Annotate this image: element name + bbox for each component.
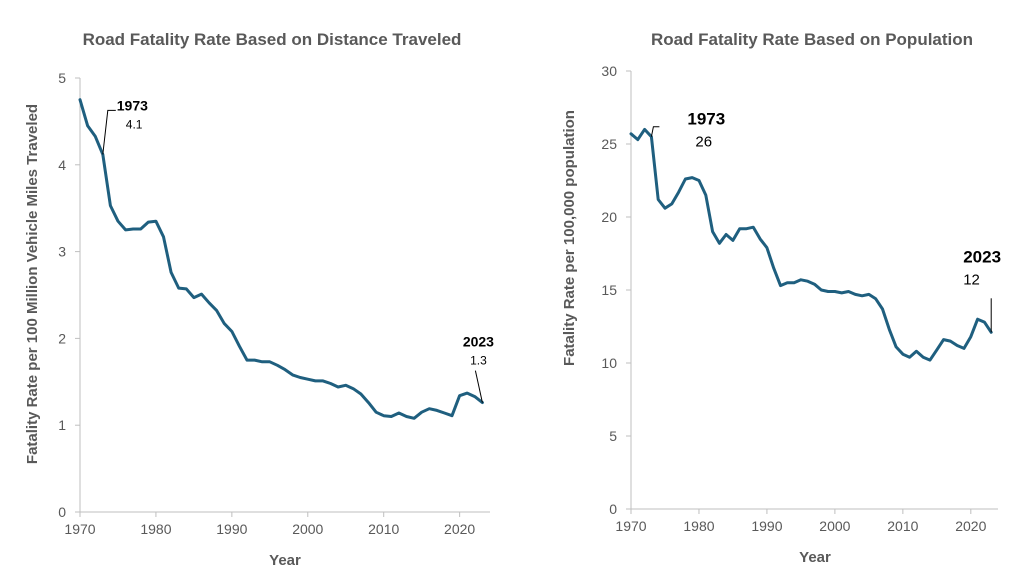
left-chart-x-axis-title: Year <box>269 552 301 569</box>
left-series-line <box>78 98 484 420</box>
left-x-tick-label: 2000 <box>292 521 323 537</box>
right-y-tick-label: 25 <box>601 136 617 152</box>
right-series-line <box>629 127 993 362</box>
left-annotation-value-1973: 4.1 <box>126 117 143 131</box>
left-chart-title: Road Fatality Rate Based on Distance Tra… <box>83 30 462 49</box>
right-chart: Road Fatality Rate Based on Population F… <box>561 30 1001 566</box>
left-x-tick-label: 2020 <box>444 521 475 537</box>
right-x-tick-label: 1970 <box>615 518 646 534</box>
right-annotation-value-1973: 26 <box>695 134 712 151</box>
right-x-tick-label: 2010 <box>887 518 918 534</box>
left-chart-plot-area: 0 1 2 3 4 5 1970 1980 1990 2000 2010 2020 1973 4.1 202… <box>58 70 494 537</box>
left-y-tick-label: 5 <box>58 70 66 86</box>
right-x-tick-label: 1990 <box>751 518 782 534</box>
left-y-tick-label: 1 <box>58 417 66 433</box>
right-annotation-year-1973: 1973 <box>687 110 725 129</box>
left-annotation-year-1973: 1973 <box>117 97 148 113</box>
left-y-tick-label: 2 <box>58 330 66 346</box>
left-chart-y-axis-title: Fatality Rate per 100 Million Vehicle Mi… <box>24 104 41 464</box>
left-y-tick-label: 4 <box>58 157 66 173</box>
left-annotation-leader-1973 <box>102 109 116 155</box>
left-x-tick-label: 1980 <box>140 521 171 537</box>
right-y-tick-label: 5 <box>609 428 617 444</box>
left-x-tick-label: 1990 <box>216 521 247 537</box>
right-y-tick-label: 30 <box>601 63 617 79</box>
right-y-tick-label: 0 <box>609 501 617 517</box>
right-x-tick-label: 1980 <box>683 518 714 534</box>
left-y-tick-label: 0 <box>58 504 66 520</box>
right-annotation-value-2023: 12 <box>963 271 980 288</box>
left-annotation-value-2023: 1.3 <box>470 354 487 368</box>
right-y-tick-label: 10 <box>601 355 617 371</box>
right-chart-y-axis-title: Fatality Rate per 100,000 population <box>561 110 578 366</box>
left-chart: Road Fatality Rate Based on Distance Tra… <box>24 30 494 569</box>
right-chart-title: Road Fatality Rate Based on Population <box>651 30 973 49</box>
left-annotation-leader-2023 <box>474 370 483 403</box>
right-x-tick-label: 2020 <box>955 518 986 534</box>
left-annotation-year-2023: 2023 <box>463 334 494 350</box>
right-chart-plot-area: 0 5 10 15 20 25 30 1970 1980 1990 2000 2010 2020 1973… <box>601 63 1001 534</box>
right-chart-x-axis-title: Year <box>799 549 831 566</box>
left-x-tick-label: 2010 <box>368 521 399 537</box>
left-y-tick-label: 3 <box>58 244 66 260</box>
right-annotation-leader-1973 <box>650 126 660 137</box>
right-y-tick-label: 20 <box>601 209 617 225</box>
right-x-tick-label: 2000 <box>819 518 850 534</box>
left-x-tick-label: 1970 <box>64 521 95 537</box>
right-annotation-year-2023: 2023 <box>963 247 1001 266</box>
right-y-tick-label: 15 <box>601 282 617 298</box>
